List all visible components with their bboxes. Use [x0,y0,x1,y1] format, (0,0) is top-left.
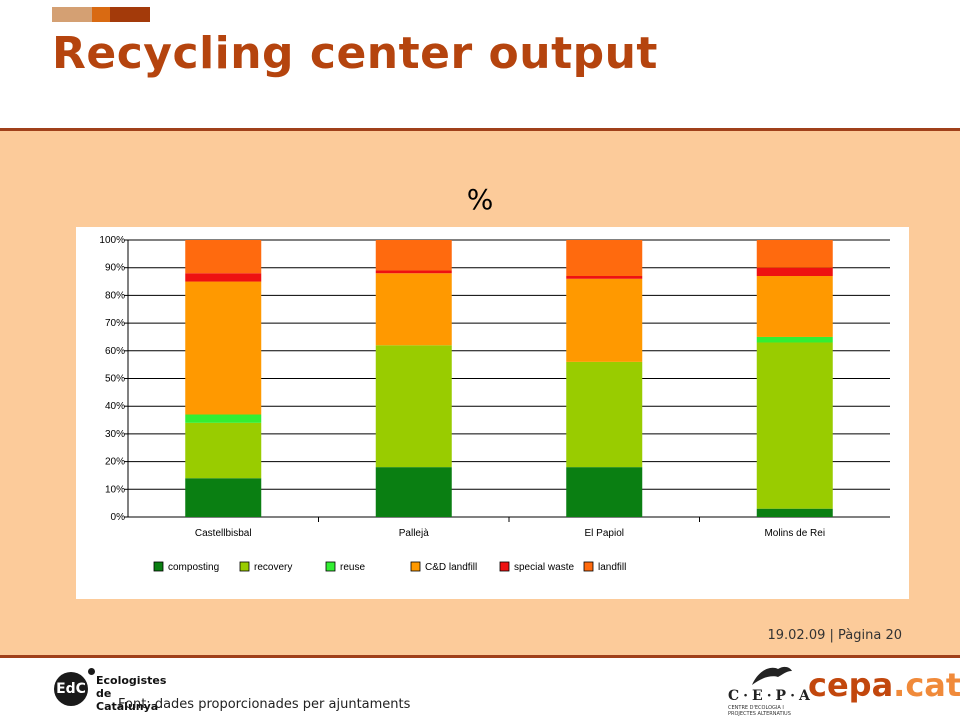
bar-segment [756,336,833,343]
x-tick-label: El Papiol [585,528,624,539]
page-info-separator: | [829,628,834,643]
header-decor-block-light [52,7,92,22]
bar-segment [375,467,452,517]
header-decor-block-dark [110,7,150,22]
legend-swatch [583,561,594,572]
legend-label: special waste [514,562,574,573]
bar-segment [566,278,643,362]
legend-swatch [239,561,250,572]
bar-segment [756,342,833,509]
bar-segment [566,240,643,277]
legend-swatch [499,561,510,572]
page-title: Recycling center output [52,28,658,79]
edc-logo-line2: de Catalunya [96,687,159,713]
cepa-logo: C·E·P·A CENTRE D'ECOLOGIA I PROJECTES AL… [726,660,960,718]
bar-segment [185,478,262,517]
x-tick-label: Pallejà [399,528,429,539]
edc-logo-dot [88,668,95,675]
stacked-bar-chart: 0% 10% 20% 30% 40% 50% 60% 70% 80% 90% 100% Castell… [99,235,890,573]
header-divider [0,128,960,131]
y-tick-label: 70% [105,318,125,329]
page-info: 19.02.09 | Pàgina 20 [767,628,902,643]
edc-logo-line1: Ecologistes [96,674,167,687]
legend-label: reuse [340,562,365,573]
y-tick-label: 0% [111,512,126,523]
y-tick-label: 80% [105,290,125,301]
bar-segment [566,276,643,279]
bar-segment [756,267,833,277]
bar-segment [566,467,643,517]
chart-area: 0% 10% 20% 30% 40% 50% 60% 70% 80% 90% 100% Castell… [76,227,909,599]
source-note: Font: dades proporcionades per ajuntamen… [118,697,411,712]
legend-label: landfill [598,562,626,573]
y-tick-label: 40% [105,401,125,412]
y-tick-label: 50% [105,374,125,385]
bar-segment [375,270,452,274]
edc-logo-text: Ecologistes de Catalunya [96,674,174,713]
chart-title: % [466,183,494,216]
legend-swatch [153,561,164,572]
y-tick-label: 30% [105,429,125,440]
x-tick-label: Molins de Rei [764,528,825,539]
legend-swatch [325,561,336,572]
bar-segment [185,240,262,274]
x-tick-label: Castellbisbal [195,528,252,539]
header-decor-block-mid [92,7,110,22]
bar-segment [185,422,262,479]
cepa-bird-icon [752,666,792,685]
y-tick-label: 20% [105,457,125,468]
bar-segment [375,273,452,346]
page-number: Pàgina 20 [838,628,902,643]
cepa-logo-name: C·E·P·A [728,688,814,704]
y-tick-label: 100% [99,235,125,246]
legend-label: C&D landfill [425,562,477,573]
bar-segment [756,508,833,517]
legend-label: recovery [254,562,292,573]
edc-logo: EdC Ecologistes de Catalunya [54,668,174,713]
bar-segment [185,414,262,423]
bar-segment [756,240,833,268]
cepa-domain-tld: .cat [893,666,960,704]
bar-segment [375,345,452,468]
bar-segment [566,361,643,468]
cepa-logo-subtitle: CENTRE D'ECOLOGIA I PROJECTES ALTERNATIU… [728,705,791,717]
y-tick-label: 90% [105,263,125,274]
y-tick-label: 60% [105,346,125,357]
cepa-domain-main: cepa [808,666,894,704]
bar-segment [185,281,262,415]
edc-logo-mark: EdC [54,672,88,706]
bar-segment [756,276,833,337]
bar-segment [185,273,262,282]
legend-swatch [410,561,421,572]
y-tick-label: 10% [105,484,125,495]
slide-date: 19.02.09 [767,628,826,643]
footer-divider [0,655,960,658]
bar-segment [375,240,452,271]
legend-label: composting [168,562,219,573]
cepa-logo-domain: cepa.cat [808,666,960,704]
